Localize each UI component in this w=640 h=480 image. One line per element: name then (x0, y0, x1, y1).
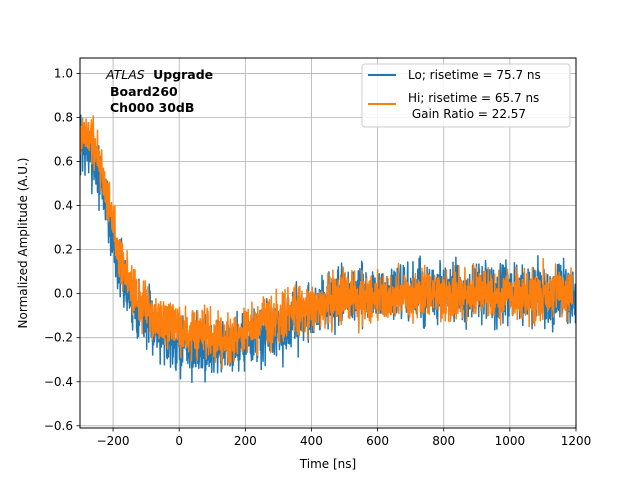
annotation-line-3: Ch000 30dB (110, 100, 194, 115)
y-tick-label: 0.4 (54, 199, 73, 213)
x-axis-label: Time [ns] (299, 457, 356, 471)
y-tick-label: 0.0 (54, 287, 73, 301)
annotation-line-2: Board260 (110, 84, 178, 99)
y-tick-label: 0.2 (54, 243, 73, 257)
y-tick-label: 0.6 (54, 155, 73, 169)
x-tick-label: −200 (97, 434, 130, 448)
x-tick-label: 200 (234, 434, 257, 448)
ticks: −200 0 200 400 600 800 1000 1200 −0.6 −0.4 −0.2 0.0… (44, 66, 591, 448)
annotation-bold: Upgrade (153, 67, 213, 82)
x-tick-label: 800 (432, 434, 455, 448)
y-tick-label: −0.4 (44, 375, 73, 389)
annotation-italic: ATLAS (105, 67, 145, 82)
annotation: ATLAS Upgrade Board260 Ch000 30dB (105, 67, 213, 115)
plot-frame (79, 57, 577, 429)
x-tick-label: 600 (366, 434, 389, 448)
legend: Lo; risetime = 75.7 ns Hi; risetime = 65… (361, 63, 571, 128)
legend-box (361, 63, 571, 128)
y-tick-label: 1.0 (54, 66, 73, 80)
x-tick-label: 1000 (495, 434, 526, 448)
y-axis-label: Normalized Amplitude (A.U.) (16, 158, 30, 329)
y-tick-label: −0.2 (44, 331, 73, 345)
series-layer (80, 114, 576, 384)
y-tick-label: 0.8 (54, 110, 73, 124)
series-line-1 (80, 115, 574, 370)
x-tick-label: 0 (175, 434, 183, 448)
legend-label-hi-gain: Gain Ratio = 22.57 (408, 107, 526, 121)
y-tick-label: −0.6 (44, 419, 73, 433)
legend-label-lo: Lo; risetime = 75.7 ns (408, 68, 541, 82)
x-tick-label: 1200 (561, 434, 592, 448)
annotation-line-1: ATLAS Upgrade (105, 67, 213, 82)
x-tick-label: 400 (300, 434, 323, 448)
legend-label-hi: Hi; risetime = 65.7 ns (408, 91, 539, 105)
